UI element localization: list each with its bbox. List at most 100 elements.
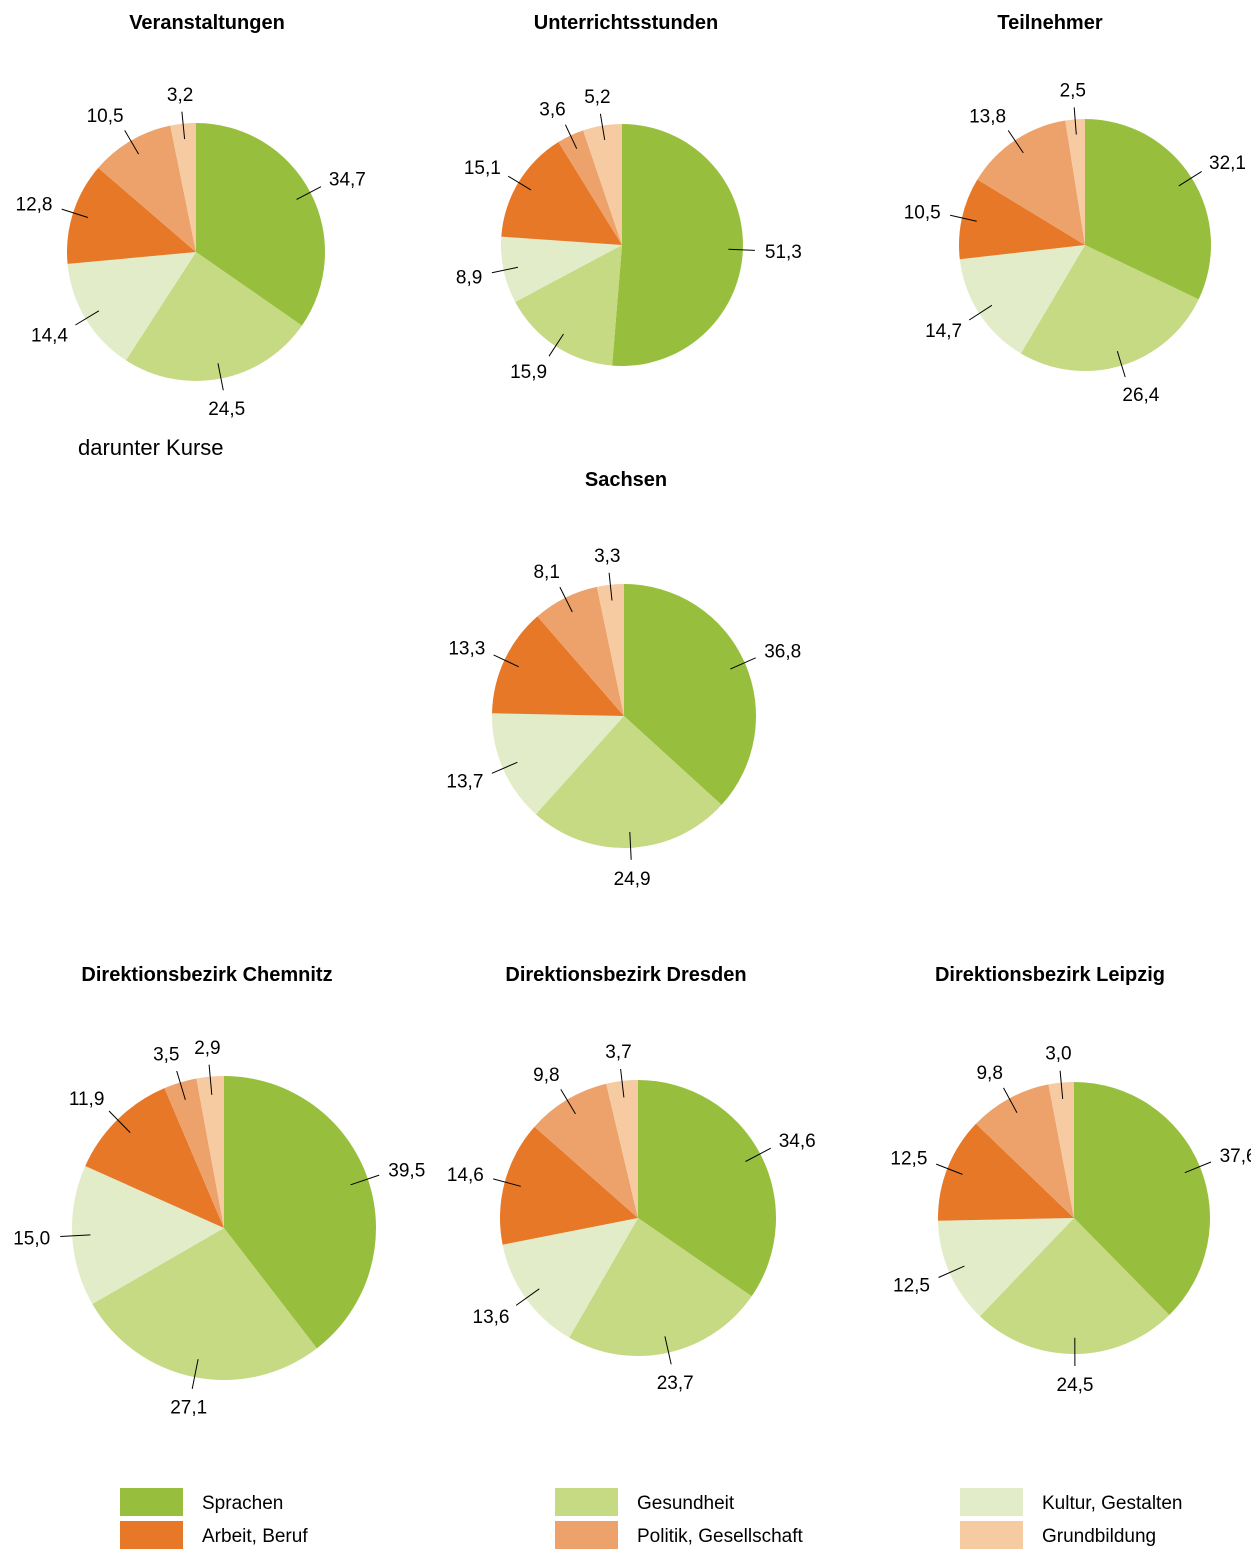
pie-slice-gesundheit	[92, 1228, 317, 1380]
value-label-gesundheit: 24,5	[208, 399, 245, 420]
value-label-gesundheit: 23,7	[657, 1373, 694, 1394]
value-label-sprachen: 34,6	[779, 1131, 816, 1152]
pie-slice-gesundheit	[1020, 245, 1199, 371]
value-label-kultur-gestalten: 12,5	[893, 1276, 930, 1297]
value-label-kultur-gestalten: 8,9	[456, 268, 482, 289]
pie-slice-gesundheit	[125, 252, 302, 381]
pie-slice-grundbildung	[606, 1080, 638, 1218]
value-label-grundbildung: 3,0	[1045, 1044, 1071, 1065]
pie-slice-politik-gesellschaft	[164, 1078, 224, 1228]
pie-slice-gesundheit	[515, 245, 622, 366]
leader-line	[559, 586, 573, 613]
leader-line	[176, 1070, 186, 1101]
value-label-grundbildung: 3,7	[605, 1042, 631, 1063]
leader-line	[515, 1288, 540, 1306]
pie-chart-direktionsbezirk-leipzig: Direktionsbezirk Leipzig 37,6 24,5 12,5 12,5…	[890, 964, 1251, 1396]
leader-line	[1073, 107, 1077, 135]
value-label-sprachen: 39,5	[388, 1160, 425, 1181]
leader-line	[181, 111, 186, 140]
value-label-kultur-gestalten: 13,7	[446, 772, 483, 793]
legend-label: Politik, Gesellschaft	[637, 1526, 804, 1547]
leader-line	[61, 208, 89, 218]
pie-slice-sprachen	[612, 124, 743, 367]
leader-line	[491, 761, 518, 774]
value-label-sprachen: 34,7	[329, 169, 366, 190]
leader-line	[296, 186, 322, 200]
pie-slice-grundbildung	[1048, 1082, 1074, 1218]
leader-line	[745, 1147, 772, 1162]
value-label-grundbildung: 5,2	[584, 87, 610, 108]
leader-line	[491, 266, 519, 274]
value-label-politik-gesellschaft: 8,1	[533, 562, 559, 583]
pie-slice-kultur-gestalten	[938, 1218, 1074, 1317]
pie-slice-arbeit-beruf	[85, 1088, 224, 1228]
value-label-arbeit-beruf: 14,6	[447, 1165, 484, 1186]
legend: Sprachen Arbeit, Beruf Gesundheit Politik, …	[120, 1488, 1182, 1549]
pie-slice-kultur-gestalten	[959, 245, 1085, 354]
leader-line	[620, 1068, 625, 1098]
legend-item-politik-gesellschaft: Politik, Gesellschaft	[555, 1521, 804, 1549]
value-label-kultur-gestalten: 13,6	[473, 1307, 510, 1328]
value-label-politik-gesellschaft: 9,8	[976, 1063, 1002, 1084]
pie-chart-sachsen: Sachsen 36,8 24,9 13,7 13,3 8,1 3,3	[446, 469, 801, 890]
pie-title: Sachsen	[585, 469, 667, 491]
leader-line	[60, 1234, 91, 1237]
pie-title: Direktionsbezirk Leipzig	[935, 964, 1165, 986]
leader-line	[1116, 350, 1126, 378]
pie-slice-arbeit-beruf	[501, 142, 622, 245]
pie-slice-arbeit-beruf	[938, 1123, 1074, 1221]
pie-slice-sprachen	[624, 584, 757, 805]
legend-item-gesundheit: Gesundheit	[555, 1488, 735, 1516]
pie-title: Teilnehmer	[997, 12, 1102, 34]
pie-slice-arbeit-beruf	[66, 167, 196, 264]
legend-swatch	[555, 1521, 618, 1549]
legend-label: Sprachen	[202, 1493, 283, 1514]
leader-line	[938, 1265, 965, 1278]
value-label-gesundheit: 24,9	[614, 869, 651, 890]
value-label-gesundheit: 24,5	[1057, 1375, 1094, 1396]
legend-item-sprachen: Sprachen	[120, 1488, 283, 1516]
legend-label: Grundbildung	[1042, 1526, 1156, 1547]
pie-slice-politik-gesellschaft	[98, 125, 196, 252]
value-label-arbeit-beruf: 12,5	[890, 1149, 927, 1170]
leader-line	[548, 333, 564, 357]
legend-swatch	[555, 1488, 618, 1516]
legend-swatch	[960, 1488, 1023, 1516]
pie-slice-kultur-gestalten	[492, 713, 624, 815]
pie-slice-grundbildung	[196, 1076, 224, 1228]
value-label-kultur-gestalten: 14,7	[925, 321, 962, 342]
legend-item-arbeit-beruf: Arbeit, Beruf	[120, 1521, 308, 1549]
leader-line	[664, 1336, 672, 1365]
leader-line	[730, 657, 756, 670]
section-label-darunter-kurse: darunter Kurse	[78, 435, 224, 460]
leader-line	[507, 175, 532, 191]
pie-slice-kultur-gestalten	[501, 236, 622, 302]
leader-line	[124, 130, 140, 155]
value-label-kultur-gestalten: 14,4	[31, 325, 68, 346]
pie-slice-sprachen	[224, 1076, 376, 1349]
pie-slice-arbeit-beruf	[492, 616, 624, 716]
legend-label: Arbeit, Beruf	[202, 1526, 308, 1547]
value-label-grundbildung: 3,2	[167, 85, 193, 106]
pie-slice-politik-gesellschaft	[975, 1084, 1074, 1218]
pie-slice-grundbildung	[1065, 119, 1085, 245]
pie-slice-sprachen	[196, 123, 325, 326]
pie-title: Veranstaltungen	[129, 12, 285, 34]
pie-chart-direktionsbezirk-chemnitz: Direktionsbezirk Chemnitz 39,5 27,1 15,0 11,…	[13, 964, 425, 1419]
legend-label: Gesundheit	[637, 1493, 735, 1514]
leader-line	[108, 1110, 131, 1133]
pie-slice-politik-gesellschaft	[558, 130, 622, 245]
legend-label: Kultur, Gestalten	[1042, 1493, 1182, 1514]
pie-slice-grundbildung	[596, 584, 624, 716]
value-label-politik-gesellschaft: 10,5	[87, 106, 124, 127]
pie-slice-grundbildung	[583, 124, 622, 245]
pie-title: Direktionsbezirk Chemnitz	[81, 964, 332, 986]
value-label-grundbildung: 3,3	[594, 546, 620, 567]
value-label-sprachen: 36,8	[764, 642, 801, 663]
pie-chart-veranstaltungen: Veranstaltungen 34,7 24,5 14,4 12,8 10,5 3,2	[16, 12, 366, 420]
pie-slice-politik-gesellschaft	[534, 1083, 638, 1218]
value-label-arbeit-beruf: 13,3	[448, 638, 485, 659]
leader-line	[1059, 1070, 1064, 1099]
value-label-sprachen: 37,6	[1220, 1146, 1251, 1167]
